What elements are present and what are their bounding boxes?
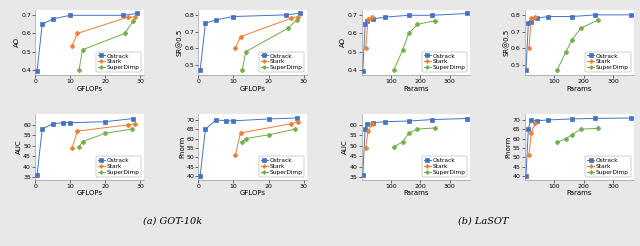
X-axis label: GFLOPs: GFLOPs (77, 86, 102, 92)
Legend: Ostrack, Stark, SuperDimp: Ostrack, Stark, SuperDimp (259, 52, 304, 72)
Text: (a) GOT-10k: (a) GOT-10k (143, 217, 202, 226)
Y-axis label: Pnorm: Pnorm (506, 136, 511, 158)
Y-axis label: Pnorm: Pnorm (179, 136, 185, 158)
Legend: Ostrack, Stark, SuperDimp: Ostrack, Stark, SuperDimp (259, 156, 304, 177)
X-axis label: Params: Params (403, 86, 429, 92)
X-axis label: GFLOPs: GFLOPs (77, 190, 102, 196)
Legend: Ostrack, Stark, SuperDimp: Ostrack, Stark, SuperDimp (586, 52, 630, 72)
Y-axis label: AUC: AUC (16, 140, 22, 154)
Legend: Ostrack, Stark, SuperDimp: Ostrack, Stark, SuperDimp (422, 156, 467, 177)
Legend: Ostrack, Stark, SuperDimp: Ostrack, Stark, SuperDimp (422, 52, 467, 72)
X-axis label: Params: Params (566, 190, 592, 196)
Text: (b) LaSOT: (b) LaSOT (458, 217, 508, 226)
X-axis label: GFLOPs: GFLOPs (240, 86, 266, 92)
Y-axis label: AO: AO (14, 37, 20, 47)
Legend: Ostrack, Stark, SuperDimp: Ostrack, Stark, SuperDimp (96, 52, 141, 72)
Y-axis label: SR@0.5: SR@0.5 (503, 29, 509, 56)
Legend: Ostrack, Stark, SuperDimp: Ostrack, Stark, SuperDimp (586, 156, 630, 177)
X-axis label: Params: Params (403, 190, 429, 196)
Y-axis label: SR@0.5: SR@0.5 (177, 29, 183, 56)
Y-axis label: AO: AO (340, 37, 346, 47)
X-axis label: Params: Params (566, 86, 592, 92)
Legend: Ostrack, Stark, SuperDimp: Ostrack, Stark, SuperDimp (96, 156, 141, 177)
Y-axis label: AUC: AUC (342, 140, 348, 154)
X-axis label: GFLOPs: GFLOPs (240, 190, 266, 196)
